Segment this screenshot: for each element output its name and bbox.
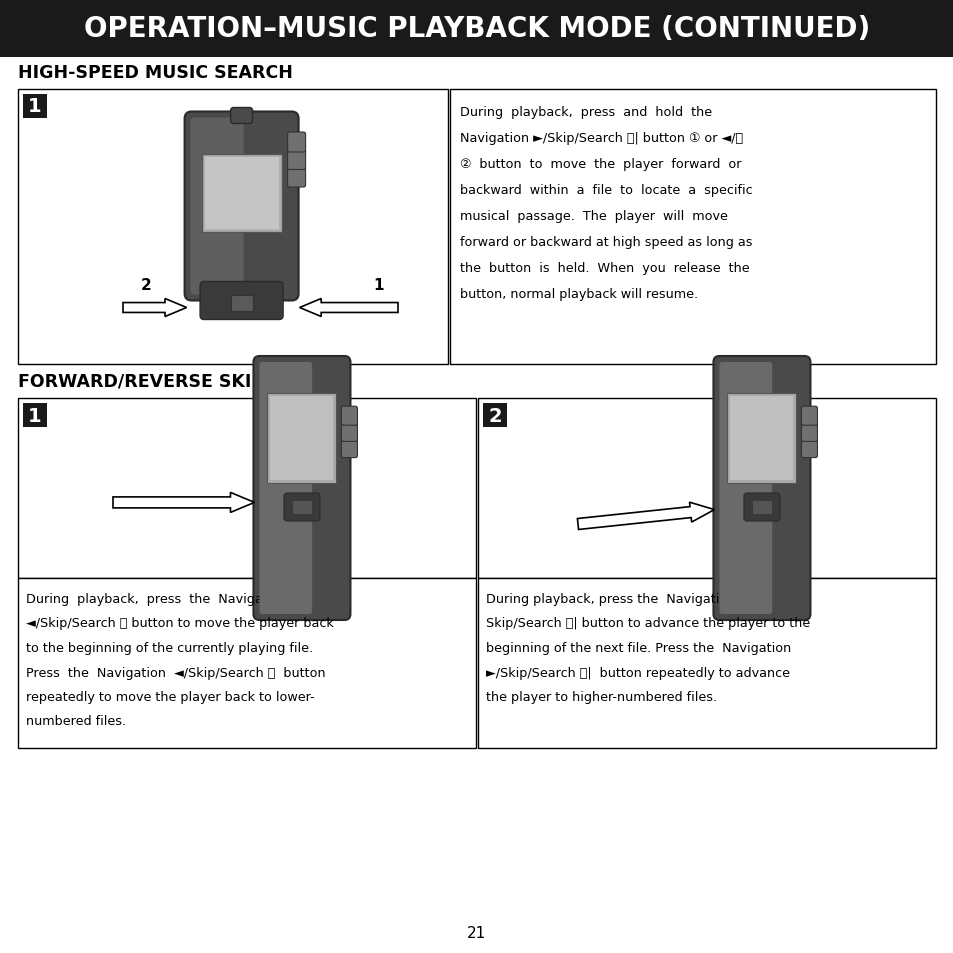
Text: musical  passage.  The  player  will  move: musical passage. The player will move <box>459 210 727 223</box>
Bar <box>450 90 935 365</box>
Polygon shape <box>577 502 714 530</box>
FancyBboxPatch shape <box>341 423 357 442</box>
Text: 1: 1 <box>29 406 42 425</box>
Bar <box>477 398 935 578</box>
FancyBboxPatch shape <box>200 282 283 320</box>
Text: backward  within  a  file  to  locate  a  specific: backward within a file to locate a speci… <box>459 184 752 196</box>
FancyBboxPatch shape <box>801 423 817 442</box>
Bar <box>727 394 796 483</box>
FancyBboxPatch shape <box>801 407 817 426</box>
Text: HIGH-SPEED MUSIC SEARCH: HIGH-SPEED MUSIC SEARCH <box>18 64 293 82</box>
Bar <box>18 398 476 578</box>
Text: During playback, press the  Navigation ►/: During playback, press the Navigation ►/ <box>485 593 753 605</box>
FancyBboxPatch shape <box>185 112 298 301</box>
Text: ②  button  to  move  the  player  forward  or: ② button to move the player forward or <box>459 158 740 171</box>
Text: the player to higher-numbered files.: the player to higher-numbered files. <box>485 690 717 703</box>
Bar <box>201 154 281 233</box>
Bar <box>482 403 506 428</box>
Bar <box>204 157 278 230</box>
Bar <box>231 295 253 312</box>
Text: button, normal playback will resume.: button, normal playback will resume. <box>459 288 698 301</box>
FancyBboxPatch shape <box>253 356 350 620</box>
FancyBboxPatch shape <box>287 151 305 171</box>
Text: FORWARD/REVERSE SKIP: FORWARD/REVERSE SKIP <box>18 373 264 391</box>
Bar <box>730 396 793 480</box>
Text: Press  the  Navigation  ◄/Skip/Search ⏮  button: Press the Navigation ◄/Skip/Search ⏮ but… <box>26 666 325 679</box>
Text: 2: 2 <box>488 406 501 425</box>
FancyBboxPatch shape <box>743 494 780 521</box>
FancyBboxPatch shape <box>713 356 810 620</box>
Bar <box>0 0 953 58</box>
FancyBboxPatch shape <box>259 363 312 615</box>
Polygon shape <box>123 299 187 317</box>
Text: 1: 1 <box>373 278 383 294</box>
FancyBboxPatch shape <box>231 109 253 125</box>
Bar <box>18 90 448 365</box>
Text: During  playback,  press  and  hold  the: During playback, press and hold the <box>459 106 711 119</box>
Text: to the beginning of the currently playing file.: to the beginning of the currently playin… <box>26 641 313 655</box>
FancyBboxPatch shape <box>341 407 357 426</box>
Polygon shape <box>112 493 254 513</box>
Bar <box>23 403 47 428</box>
Text: 2: 2 <box>141 278 152 294</box>
Bar <box>477 578 935 748</box>
Text: ◄/Skip/Search ⏮ button to move the player back: ◄/Skip/Search ⏮ button to move the playe… <box>26 617 334 630</box>
FancyBboxPatch shape <box>287 132 305 152</box>
Text: 1: 1 <box>29 97 42 116</box>
FancyBboxPatch shape <box>719 363 771 615</box>
FancyBboxPatch shape <box>341 439 357 458</box>
Text: forward or backward at high speed as long as: forward or backward at high speed as lon… <box>459 235 752 249</box>
Text: OPERATION–MUSIC PLAYBACK MODE (CONTINUED): OPERATION–MUSIC PLAYBACK MODE (CONTINUED… <box>84 15 869 43</box>
Text: beginning of the next file. Press the  Navigation: beginning of the next file. Press the Na… <box>485 641 790 655</box>
Text: the  button  is  held.  When  you  release  the: the button is held. When you release the <box>459 262 749 274</box>
Text: numbered files.: numbered files. <box>26 715 126 728</box>
FancyBboxPatch shape <box>287 168 305 188</box>
FancyBboxPatch shape <box>284 494 319 521</box>
Bar <box>18 578 476 748</box>
Text: 21: 21 <box>467 925 486 941</box>
Bar <box>271 396 334 480</box>
FancyBboxPatch shape <box>801 439 817 458</box>
Text: During  playback,  press  the  Navigation: During playback, press the Navigation <box>26 593 287 605</box>
Text: repeatedly to move the player back to lower-: repeatedly to move the player back to lo… <box>26 690 314 703</box>
Bar <box>23 95 47 119</box>
Polygon shape <box>299 299 397 317</box>
Bar <box>292 500 312 515</box>
Text: ►/Skip/Search ⧖|  button repeatedly to advance: ►/Skip/Search ⧖| button repeatedly to ad… <box>485 666 789 679</box>
Text: Navigation ►/Skip/Search ⧖| button ① or ◄/⏮: Navigation ►/Skip/Search ⧖| button ① or … <box>459 132 742 145</box>
FancyBboxPatch shape <box>191 118 243 295</box>
Text: Skip/Search ⧖| button to advance the player to the: Skip/Search ⧖| button to advance the pla… <box>485 617 809 630</box>
Bar <box>267 394 336 483</box>
Bar <box>751 500 771 515</box>
